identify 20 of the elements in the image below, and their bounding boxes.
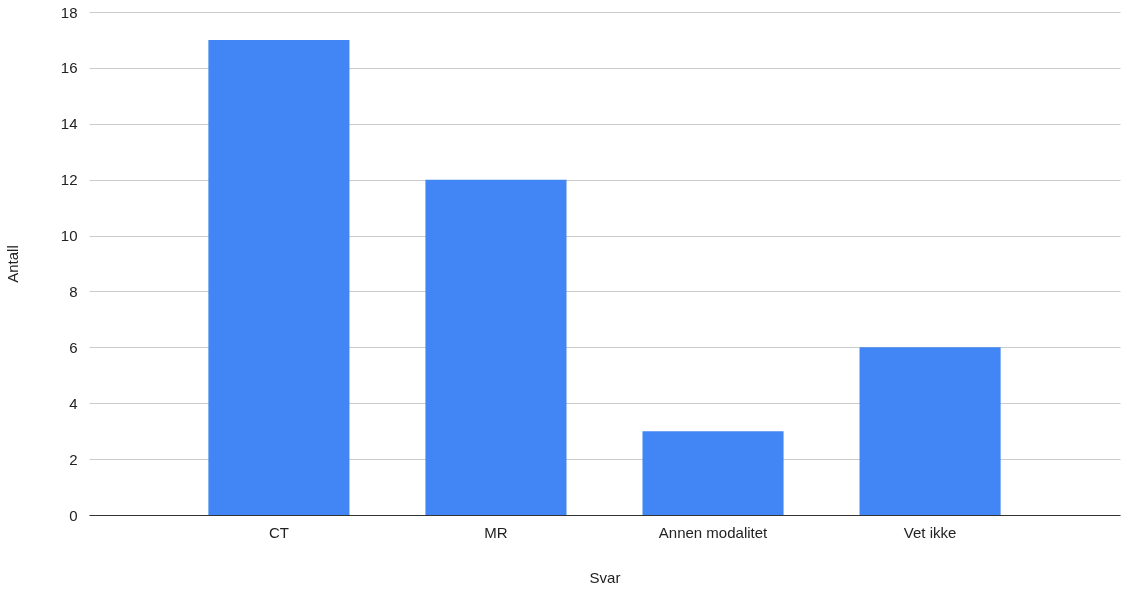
y-tick-label: 4 xyxy=(69,394,78,412)
bar xyxy=(642,431,784,515)
bar xyxy=(208,39,350,515)
bar xyxy=(425,179,567,515)
x-tick-label: Annen modalitet xyxy=(658,523,769,541)
x-tick-label: CT xyxy=(268,523,289,541)
x-tick-label: Vet ikke xyxy=(903,523,957,541)
x-tick-label: MR xyxy=(484,523,508,541)
y-tick-label: 8 xyxy=(69,282,78,300)
y-tick-label: 6 xyxy=(69,338,78,356)
y-tick-label: 10 xyxy=(60,227,78,245)
y-tick-label: 12 xyxy=(60,171,78,189)
y-tick-label: 0 xyxy=(69,506,78,524)
y-tick-label: 16 xyxy=(60,59,78,77)
y-tick-label: 18 xyxy=(60,3,78,21)
y-tick-label: 14 xyxy=(60,115,78,133)
y-tick-label: 2 xyxy=(69,450,78,468)
y-axis-title: Antall xyxy=(3,245,21,283)
bar xyxy=(859,347,1001,515)
x-axis-title: Svar xyxy=(589,568,621,586)
